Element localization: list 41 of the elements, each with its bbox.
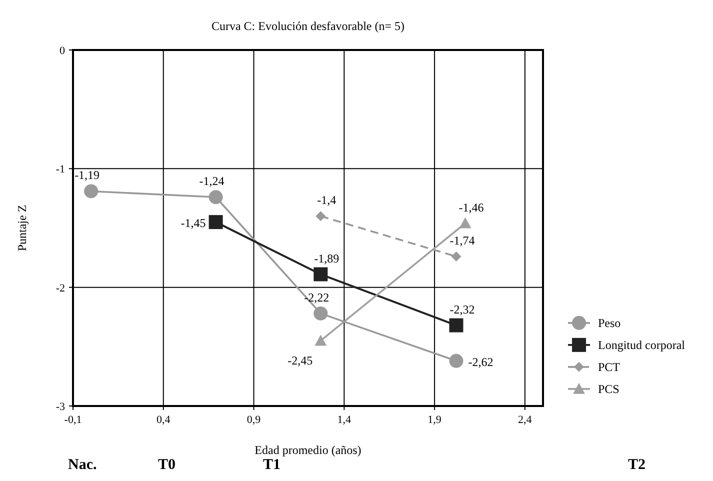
legend-label: PCS bbox=[598, 382, 620, 396]
point bbox=[314, 267, 328, 282]
data-label: -1,89 bbox=[314, 251, 340, 266]
data-label: -1,46 bbox=[458, 200, 484, 214]
y-tick-label: -3 bbox=[56, 401, 66, 413]
text: T1 bbox=[263, 457, 281, 473]
data-label: -2,22 bbox=[304, 290, 330, 304]
data-label: -2,45 bbox=[288, 354, 313, 368]
text: Nac. bbox=[68, 457, 97, 473]
point bbox=[314, 306, 328, 320]
legend-label: Longitud corporal bbox=[598, 338, 686, 352]
text: T2 bbox=[628, 457, 646, 473]
data-label: -1,45 bbox=[180, 216, 206, 230]
x-axis-title: Edad promedio (años) bbox=[254, 443, 362, 457]
point bbox=[449, 354, 464, 368]
data-label: -1,4 bbox=[317, 193, 336, 208]
x-tick-label: 1,4 bbox=[337, 414, 352, 426]
y-tick-label: -1 bbox=[56, 164, 65, 176]
point bbox=[84, 184, 98, 198]
data-label: -1,24 bbox=[199, 174, 224, 188]
x-tick-label: 1,9 bbox=[428, 414, 442, 426]
y-tick-label: 0 bbox=[60, 45, 66, 57]
y-tick-label: -2 bbox=[56, 282, 65, 294]
point bbox=[316, 211, 326, 222]
point bbox=[208, 190, 223, 204]
point bbox=[451, 251, 462, 262]
x-tick-label: 0,9 bbox=[246, 414, 262, 426]
y-axis-title: Puntaje Z bbox=[15, 204, 29, 252]
x-tick-label: 0,4 bbox=[156, 414, 171, 426]
legend-label: Peso bbox=[598, 316, 621, 330]
data-label: -1,19 bbox=[74, 168, 100, 182]
point bbox=[449, 318, 464, 332]
data-label: -2,32 bbox=[450, 302, 475, 316]
text: T0 bbox=[158, 457, 176, 473]
data-label: -2,62 bbox=[468, 354, 494, 369]
x-tick-label: -0,1 bbox=[64, 414, 82, 426]
legend-label: PCT bbox=[598, 360, 621, 374]
x-tick-label: 2,4 bbox=[518, 414, 532, 426]
chart-title: Curva C: Evolución desfavorable (n= 5) bbox=[211, 19, 405, 33]
point bbox=[208, 215, 223, 230]
data-label: -1,74 bbox=[450, 233, 475, 248]
